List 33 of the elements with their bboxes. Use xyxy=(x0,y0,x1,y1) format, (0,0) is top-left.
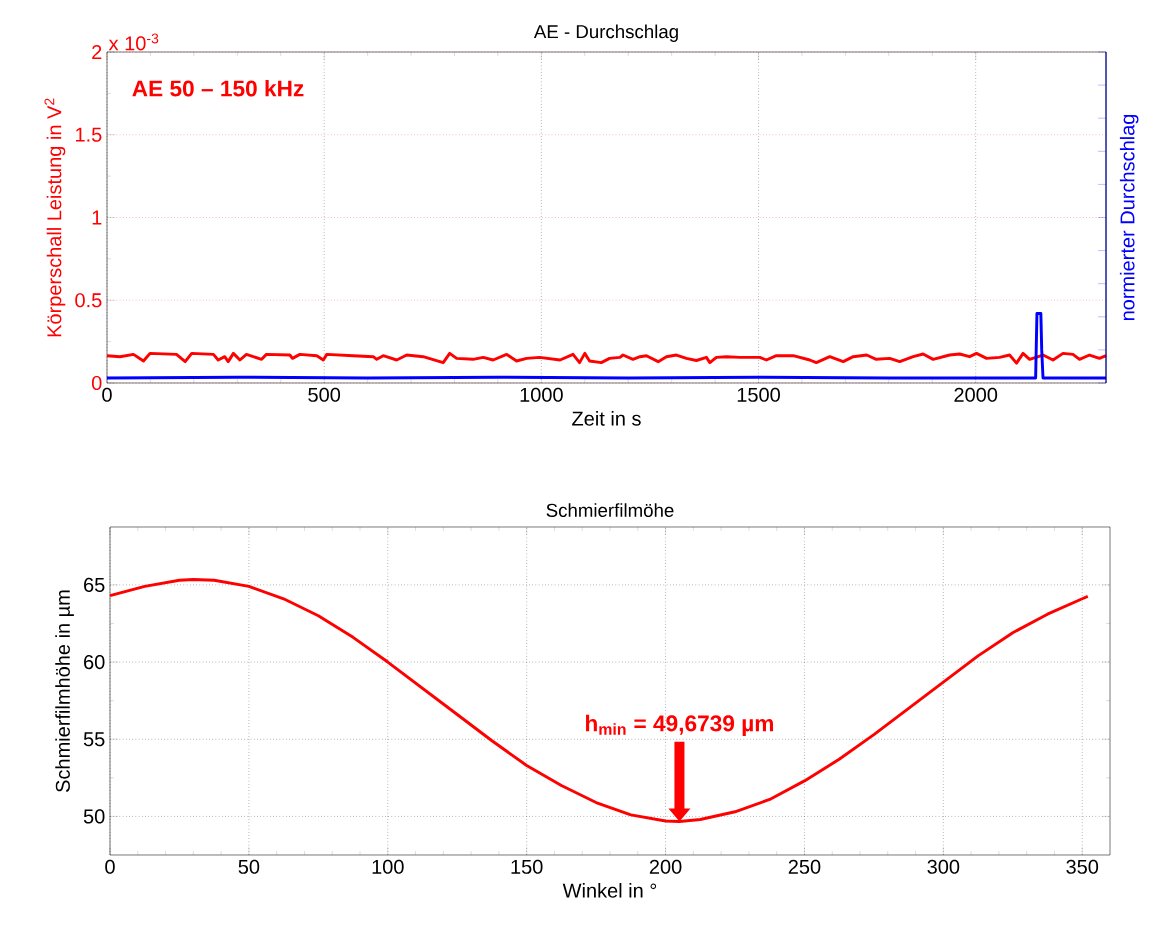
y-tick-label: 2 xyxy=(92,45,102,59)
x-tick-label: 250 xyxy=(788,859,821,874)
x-tick-label: 1000 xyxy=(520,387,563,402)
x-tick-label: 1500 xyxy=(737,387,780,402)
x-tick-label: 0 xyxy=(105,859,115,874)
y-tick-label: 0.5 xyxy=(75,293,102,308)
y2-axis-title: normierter Durchschlag xyxy=(1119,114,1139,321)
y-tick-label: 50 xyxy=(83,809,105,824)
x-tick-label: 2000 xyxy=(954,387,998,402)
line-series xyxy=(105,351,1108,365)
annotation: h$_{min}$ = 49,6739 µm xyxy=(586,714,774,736)
y-tick-label: 0 xyxy=(91,375,102,391)
x-tick-label: 500 xyxy=(308,387,341,402)
y-axis-title: Körperschall Leistung in V$^{2}$ xyxy=(44,98,66,337)
chart-title: AE - Durchschlag xyxy=(533,24,678,42)
x-tick-label: 50 xyxy=(238,859,260,874)
x-tick-label: 200 xyxy=(649,859,682,874)
y-tick-label: 60 xyxy=(84,654,105,670)
annotation: AE 50 – 150 kHz xyxy=(132,79,304,97)
y-tick-label: 55 xyxy=(83,732,105,747)
x-axis-title: Winkel in ° xyxy=(562,883,657,898)
y-tick-label: 65 xyxy=(84,577,105,592)
y-tick-label: 1.5 xyxy=(76,127,102,142)
y-tick-label: 1 xyxy=(92,210,102,225)
chart-title: Schmierfilmöhe xyxy=(546,503,674,517)
x-tick-label: 150 xyxy=(511,859,543,874)
y-axis-title: Schmierfilmhöhe in µm xyxy=(55,590,74,792)
x-tick-label: 100 xyxy=(372,859,404,874)
line-series xyxy=(105,312,1108,380)
text: x 10$^{-3}$ xyxy=(108,33,159,51)
x-tick-label: 350 xyxy=(1066,859,1099,874)
x-axis-title: Zeit in s xyxy=(572,411,641,426)
x-tick-label: 300 xyxy=(927,859,960,874)
